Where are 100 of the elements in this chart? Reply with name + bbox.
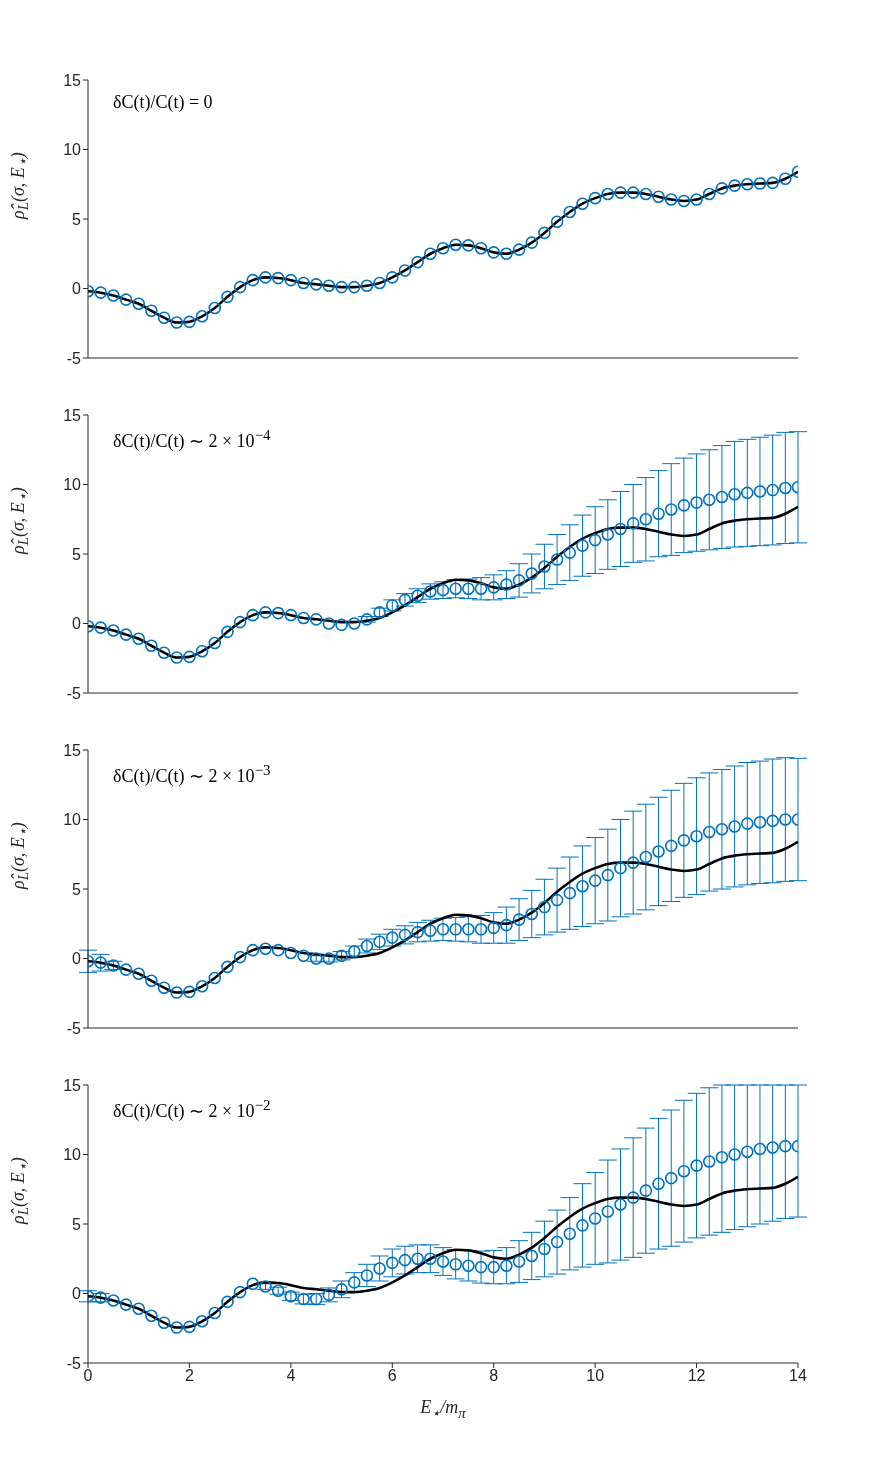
point [576,1219,589,1232]
point [424,1252,437,1266]
point [322,952,336,965]
point [284,273,298,287]
point [588,1212,602,1225]
y-tick-label: 10 [63,476,82,494]
point [500,918,513,932]
point [512,1255,526,1268]
point [233,1285,247,1299]
point [462,1259,475,1272]
point [652,1177,665,1190]
point [183,650,196,664]
point [702,493,716,507]
point [335,618,348,632]
point [639,187,653,201]
point [259,1280,272,1293]
point [550,893,564,907]
point [664,193,678,206]
point [715,490,729,504]
y-tick-label: 5 [72,210,82,228]
point [512,574,526,587]
point [119,628,133,641]
point [297,611,310,625]
point [145,974,158,988]
point [639,1184,653,1197]
point [538,560,551,573]
point [677,834,691,847]
point [576,539,589,552]
y-tick-label: 10 [63,811,82,829]
point [487,921,501,935]
point [107,624,120,637]
y-tick-label: 0 [72,615,82,633]
point [626,1191,640,1204]
point [373,1262,386,1275]
point [297,1292,310,1306]
point [233,615,247,629]
point [170,651,184,664]
y-tick-label: 15 [63,741,82,759]
point [690,1159,703,1172]
point [195,980,209,993]
point [208,971,222,985]
point [626,517,640,530]
point [183,985,196,999]
point [360,279,374,293]
point [271,943,285,957]
point [132,967,146,981]
point [119,1298,133,1311]
point [728,820,741,833]
point [563,205,577,219]
point [94,1291,107,1304]
point [259,606,272,619]
point [411,255,424,269]
point [373,606,386,619]
point [462,239,475,252]
point [284,946,298,960]
point [652,845,665,858]
point [373,276,386,290]
x-tick-label: 8 [489,1367,499,1385]
point [500,578,513,591]
point [512,243,526,256]
point [347,280,361,294]
point [246,1277,260,1291]
point [766,483,779,497]
point [500,247,513,261]
point [309,952,323,965]
y-tick-label: -5 [66,349,82,367]
point [132,632,146,646]
point [525,1249,539,1263]
point [563,546,577,559]
point [588,533,602,547]
point [170,986,184,999]
point [690,496,703,509]
y-tick-label: -5 [66,1019,82,1037]
point [474,923,488,936]
point [233,950,247,964]
point [195,310,209,323]
point [246,273,260,287]
point [208,1306,222,1320]
y-tick-label: 5 [72,880,82,898]
point [550,215,564,229]
x-tick-label: 14 [789,1367,807,1385]
point [728,179,741,192]
point [779,481,792,495]
point [538,226,551,240]
point [779,172,792,185]
point [487,581,501,594]
point [702,187,716,201]
point [474,582,488,596]
x-tick-label: 0 [83,1367,93,1385]
x-tick-label: 6 [387,1367,397,1385]
point [145,1309,158,1323]
point [652,190,665,204]
point [132,297,146,311]
point [576,879,589,893]
point [664,1171,678,1185]
point [538,1242,551,1256]
point [183,315,196,329]
point [208,636,222,650]
point [740,486,754,500]
y-tick-label: -5 [66,684,82,702]
